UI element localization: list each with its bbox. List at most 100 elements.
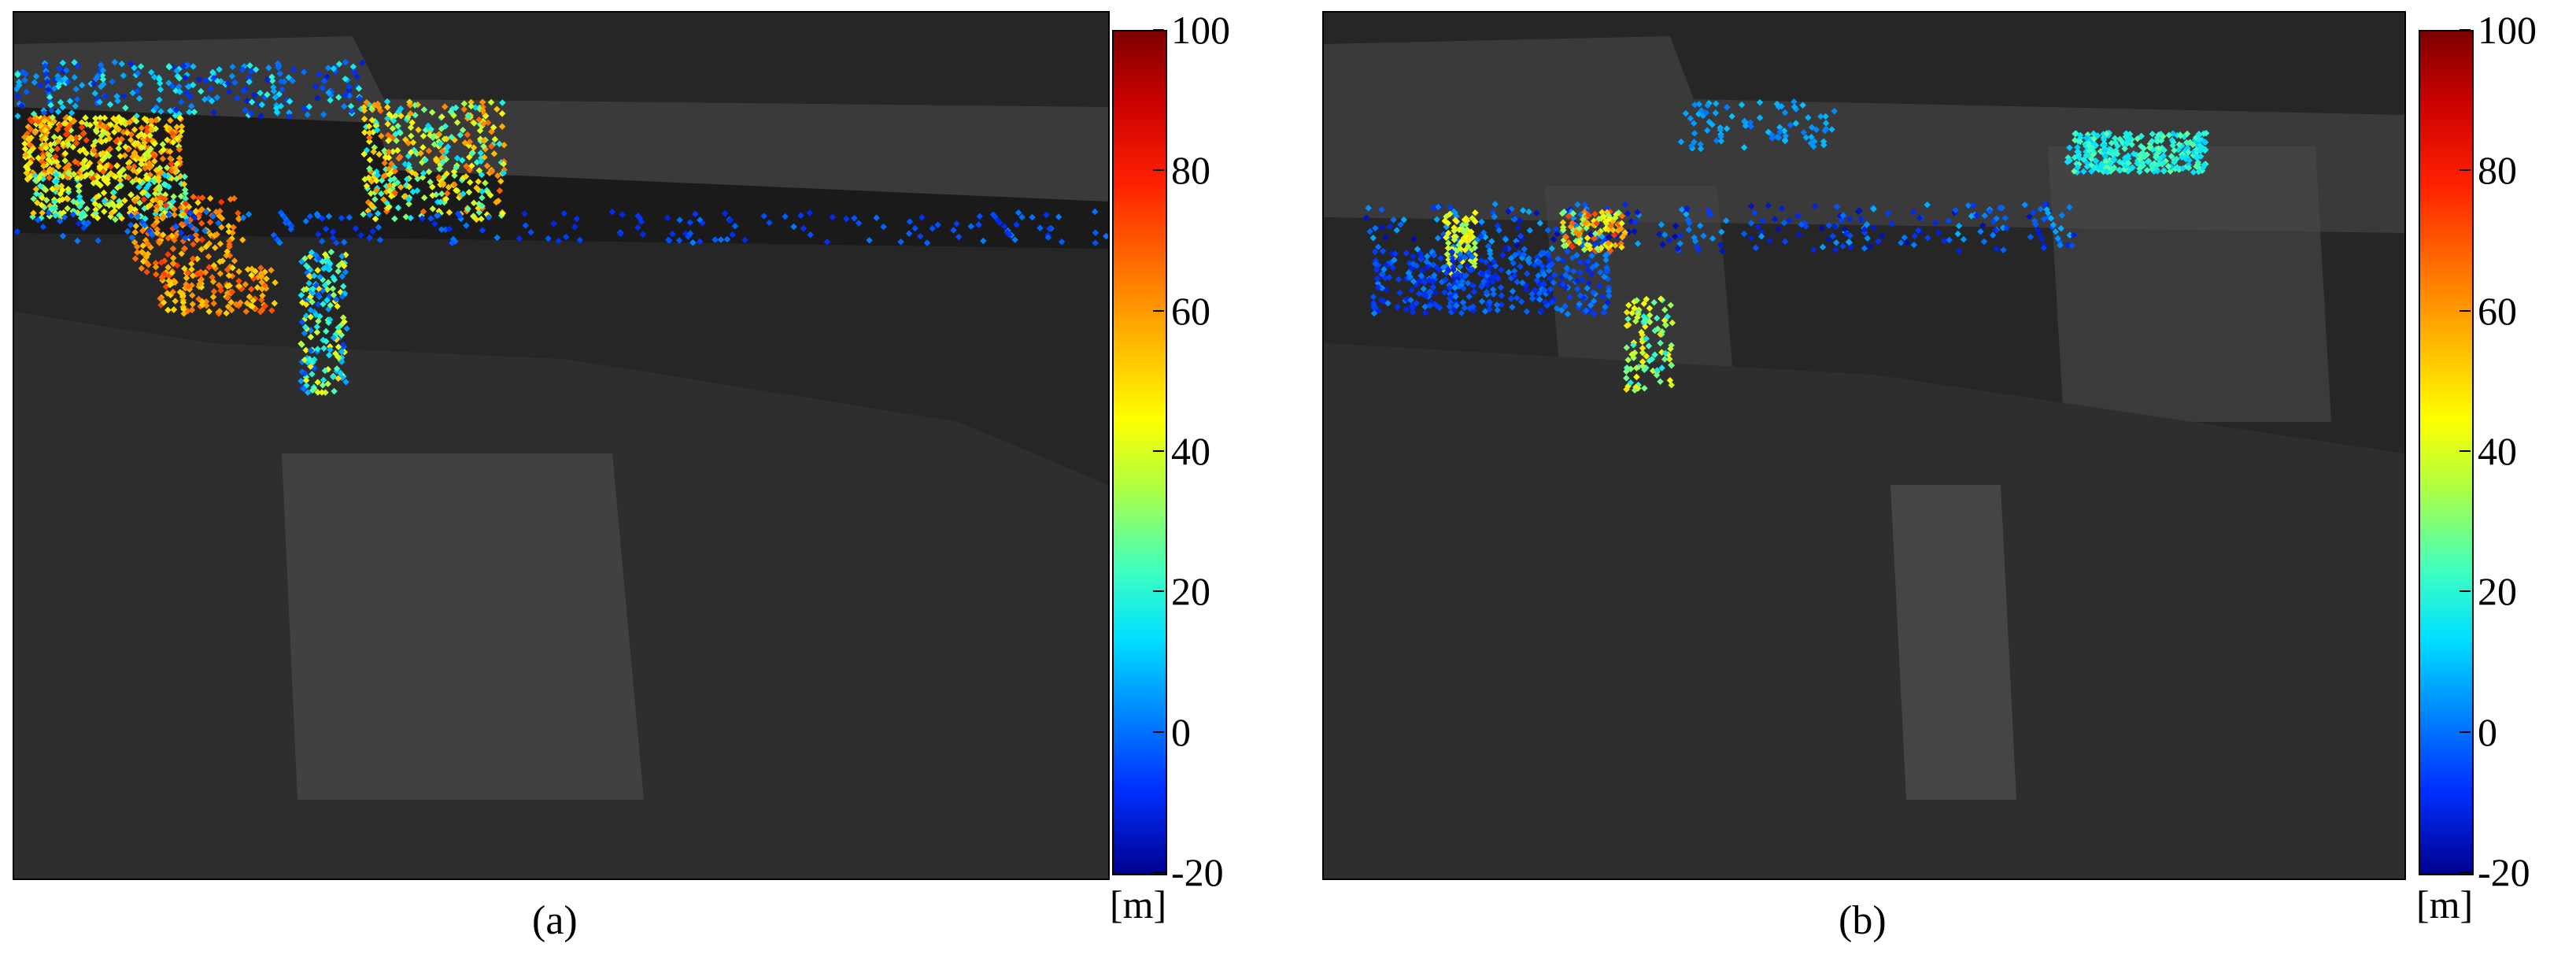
point-marker xyxy=(170,193,177,200)
point-marker xyxy=(315,231,322,239)
point-marker xyxy=(92,119,99,127)
point-marker xyxy=(1410,278,1417,285)
point-marker xyxy=(699,220,706,227)
point-marker xyxy=(1521,246,1528,253)
point-marker xyxy=(101,129,109,136)
point-marker xyxy=(117,182,124,190)
point-marker xyxy=(2134,160,2141,167)
caption-b: (b) xyxy=(1839,898,1887,943)
point-marker xyxy=(111,128,118,135)
point-marker xyxy=(1443,234,1450,242)
point-marker xyxy=(141,222,149,229)
point-marker xyxy=(357,231,364,239)
point-marker xyxy=(388,161,395,168)
point-marker xyxy=(1043,211,1050,219)
point-marker xyxy=(356,94,364,102)
point-marker xyxy=(1528,295,1536,302)
point-marker xyxy=(316,273,323,281)
point-marker xyxy=(166,155,174,162)
point-marker xyxy=(335,262,342,269)
point-marker xyxy=(325,89,332,97)
point-marker xyxy=(330,65,338,72)
point-marker xyxy=(159,141,167,148)
point-marker xyxy=(1747,202,1755,210)
point-marker xyxy=(132,222,140,230)
point-marker xyxy=(180,310,187,317)
point-marker xyxy=(2130,150,2138,157)
point-marker xyxy=(2101,153,2109,161)
point-marker xyxy=(190,193,197,201)
point-marker xyxy=(180,180,188,188)
point-marker xyxy=(1542,298,1549,306)
point-marker xyxy=(1863,220,1871,228)
point-marker xyxy=(1477,232,1485,240)
point-marker xyxy=(234,94,241,102)
point-marker xyxy=(1445,229,1452,237)
point-marker xyxy=(298,291,305,299)
point-marker xyxy=(636,214,644,222)
point-marker xyxy=(1058,239,1066,246)
point-marker xyxy=(64,195,72,202)
point-marker xyxy=(2114,142,2121,150)
point-marker xyxy=(286,113,293,120)
point-marker xyxy=(397,112,405,120)
point-marker xyxy=(163,123,170,130)
point-marker xyxy=(1621,201,1629,209)
point-marker xyxy=(1484,268,1492,276)
point-marker xyxy=(243,98,251,105)
point-marker xyxy=(384,103,391,111)
point-marker xyxy=(1505,208,1512,215)
point-marker xyxy=(1741,117,1748,125)
point-marker xyxy=(1955,222,1963,230)
point-marker xyxy=(1773,100,1781,108)
point-marker xyxy=(31,79,39,87)
point-marker xyxy=(479,202,486,210)
point-marker xyxy=(1888,220,1895,227)
point-marker xyxy=(312,251,320,259)
point-marker xyxy=(101,198,109,205)
point-marker xyxy=(131,126,139,134)
point-marker xyxy=(2199,164,2207,172)
point-marker xyxy=(136,177,143,184)
point-marker xyxy=(1624,315,1632,323)
point-marker xyxy=(118,117,125,124)
point-marker xyxy=(164,306,172,314)
point-marker xyxy=(172,223,180,231)
point-marker xyxy=(527,228,534,236)
point-marker xyxy=(39,154,46,161)
point-marker xyxy=(1458,238,1465,246)
point-marker xyxy=(83,205,91,213)
point-marker xyxy=(263,275,270,283)
point-marker xyxy=(144,192,152,199)
colorbar-tick-mark xyxy=(2460,590,2471,593)
point-marker xyxy=(1870,205,1877,213)
point-marker xyxy=(1469,282,1477,290)
point-marker xyxy=(146,164,153,172)
point-marker xyxy=(249,297,257,304)
point-marker xyxy=(141,115,149,123)
point-marker xyxy=(1780,219,1788,227)
point-marker xyxy=(1968,213,1975,220)
point-marker xyxy=(160,213,167,220)
point-marker xyxy=(298,299,306,306)
point-marker xyxy=(225,228,233,235)
point-marker xyxy=(1397,220,1404,228)
point-marker xyxy=(186,109,193,116)
point-marker xyxy=(216,270,224,277)
point-marker xyxy=(1013,220,1020,228)
point-marker xyxy=(46,94,54,101)
point-marker xyxy=(431,220,438,227)
point-marker xyxy=(731,222,739,230)
point-marker xyxy=(312,311,320,318)
point-marker xyxy=(135,94,143,102)
point-marker xyxy=(330,334,338,342)
point-marker xyxy=(169,245,177,253)
point-marker xyxy=(967,223,975,230)
point-marker xyxy=(115,145,122,152)
point-marker xyxy=(216,240,224,248)
point-marker xyxy=(100,168,107,176)
point-marker xyxy=(434,212,441,220)
point-marker xyxy=(205,264,213,271)
point-marker xyxy=(210,287,218,295)
point-marker xyxy=(168,232,176,239)
